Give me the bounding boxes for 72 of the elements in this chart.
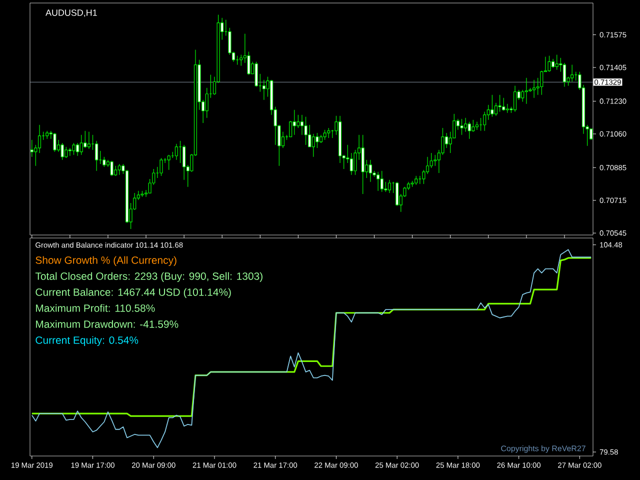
candlestick [376,172,380,192]
candlestick [468,121,471,140]
candlestick [327,128,330,138]
candlestick [384,182,388,192]
annotation: Current Balance: 1467.44 USD (101.14%) [36,288,231,298]
candlestick [240,54,243,66]
text: AUDUSD,H1 [46,10,97,17]
candlestick [472,120,475,132]
candlestick [562,62,566,88]
annotation: Total Closed Orders: 2293 (Buy: 990, Sell: 1303) [35,272,262,282]
candlestick [304,116,308,146]
candlestick [308,124,312,148]
candlestick [72,142,76,156]
candlestick [552,58,555,68]
candlestick [524,78,528,104]
candlestick [483,111,486,132]
candlestick [498,94,502,112]
candlestick [60,142,64,160]
candlestick [388,180,392,194]
candlestick [84,130,87,148]
candlestick [460,118,464,136]
candlestick [110,160,114,176]
candlestick [312,134,315,158]
candlestick [350,152,353,176]
candlestick [87,132,90,150]
candlestick [118,164,121,176]
candlestick [160,158,163,176]
candlestick [434,154,437,166]
candlestick [80,134,83,156]
candlestick [262,80,266,100]
candlestick [292,110,296,136]
candlestick [53,132,56,152]
candlestick [68,148,72,156]
annotation: Current Equity: 0.54% [36,336,138,346]
candlestick [205,88,208,118]
candlestick [76,142,80,156]
candlestick [506,104,509,114]
candlestick [323,130,326,140]
candlestick [494,102,498,116]
candlestick [548,55,551,72]
candlestick [182,144,186,180]
candlestick [540,70,544,96]
candlestick [289,120,292,138]
candlestick [296,114,300,128]
annotation: Maximum Drawdown: -41.59% [36,320,178,328]
candlestick [174,144,178,160]
candlestick [368,160,372,182]
candlestick [380,170,384,192]
candlestick [38,124,42,154]
candlestick [555,54,558,70]
candlestick [490,94,494,118]
candlestick [167,154,170,170]
candlestick [102,156,106,168]
candlestick [95,140,98,172]
candlestick [361,134,364,194]
annotation: Show Growth % (All Currency) [36,256,176,266]
candlestick [254,61,258,88]
candlestick [300,114,304,136]
annotation: Maximum Profit: 110.58% [36,304,155,312]
candlestick [521,90,524,102]
candlestick [475,121,478,130]
candlestick [464,118,468,132]
candlestick [502,98,506,112]
candlestick [64,146,68,158]
candlestick [430,152,433,168]
candlestick [570,64,574,82]
candlestick [514,85,517,112]
candlestick [396,182,399,206]
candlestick [532,80,536,98]
candlestick [316,132,319,148]
candlestick [414,176,418,186]
candlestick [114,166,118,176]
